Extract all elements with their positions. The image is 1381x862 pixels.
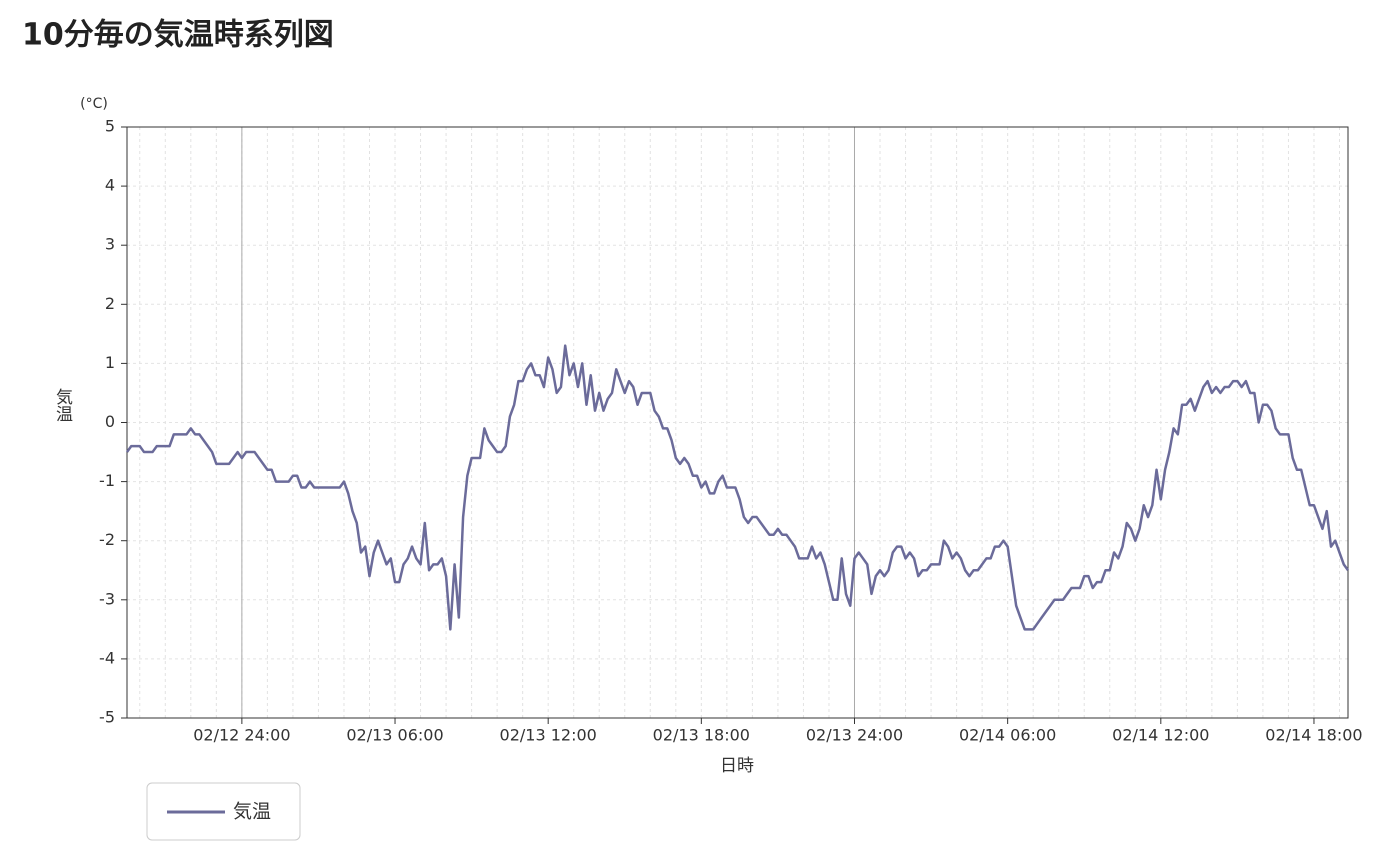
y-tick-label: 4	[105, 176, 115, 195]
x-tick-label: 02/13 12:00	[500, 726, 597, 745]
y-tick-label: 5	[105, 117, 115, 136]
y-tick-label: -2	[99, 530, 115, 549]
y-tick-label: -1	[99, 471, 115, 490]
plot-frame	[126, 126, 1349, 719]
y-tick-label: -3	[99, 589, 115, 608]
y-axis-label: 気温	[52, 388, 73, 422]
x-axis-label: 日時	[720, 756, 754, 776]
legend-label: 気温	[233, 801, 271, 823]
y-tick-label: -5	[99, 708, 115, 727]
y-tick-label: 1	[105, 353, 115, 372]
y-tick-label: -4	[99, 648, 115, 667]
x-tick-label: 02/14 12:00	[1112, 726, 1209, 745]
x-tick-label: 02/12 24:00	[193, 726, 290, 745]
x-tick-label: 02/13 18:00	[653, 726, 750, 745]
y-tick-label: 0	[105, 412, 115, 431]
y-tick-label: 3	[105, 235, 115, 254]
x-tick-label: 02/14 18:00	[1265, 726, 1362, 745]
x-tick-label: 02/13 06:00	[346, 726, 443, 745]
y-unit: (°C)	[80, 96, 108, 112]
chart-title: 10分毎の気温時系列図	[22, 18, 334, 53]
x-tick-label: 02/14 06:00	[959, 726, 1056, 745]
y-tick-label: 2	[105, 294, 115, 313]
x-tick-label: 02/13 24:00	[806, 726, 903, 745]
temperature-line	[125, 344, 1350, 631]
